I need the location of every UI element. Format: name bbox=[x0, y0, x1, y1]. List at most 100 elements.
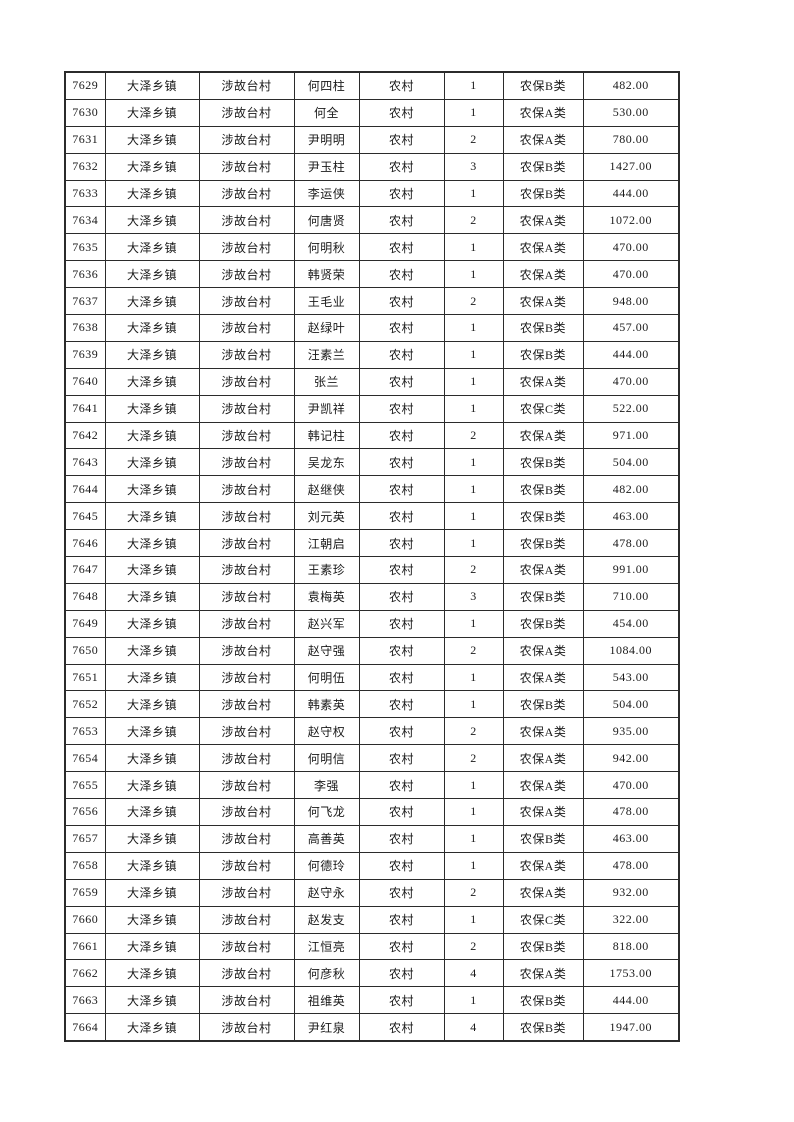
category-cell: 农保C类 bbox=[502, 905, 584, 934]
village-cell: 涉故台村 bbox=[198, 287, 295, 316]
village-cell: 涉故台村 bbox=[198, 663, 295, 692]
name-cell: 何全 bbox=[293, 98, 360, 127]
residence-cell: 农村 bbox=[358, 502, 445, 531]
name-cell: 汪素兰 bbox=[293, 340, 360, 369]
serial-cell: 7650 bbox=[64, 636, 106, 665]
category-cell: 农保B类 bbox=[502, 448, 584, 477]
category-cell: 农保A类 bbox=[502, 206, 584, 235]
serial-cell: 7631 bbox=[64, 125, 106, 154]
table-row: 7636 大泽乡镇 涉故台村 韩贤荣 农村 1 农保A类 470.00 bbox=[64, 260, 680, 289]
name-cell: 何唐贤 bbox=[293, 206, 360, 235]
category-cell: 农保A类 bbox=[502, 744, 584, 773]
town-cell: 大泽乡镇 bbox=[104, 932, 200, 961]
residence-cell: 农村 bbox=[358, 986, 445, 1015]
amount-cell: 463.00 bbox=[582, 502, 680, 531]
table-row: 7643 大泽乡镇 涉故台村 吴龙东 农村 1 农保B类 504.00 bbox=[64, 448, 680, 477]
village-cell: 涉故台村 bbox=[198, 206, 295, 235]
village-cell: 涉故台村 bbox=[198, 71, 295, 100]
serial-cell: 7640 bbox=[64, 367, 106, 396]
residence-cell: 农村 bbox=[358, 475, 445, 504]
table-row: 7654 大泽乡镇 涉故台村 何明信 农村 2 农保A类 942.00 bbox=[64, 744, 680, 773]
town-cell: 大泽乡镇 bbox=[104, 851, 200, 880]
serial-cell: 7639 bbox=[64, 340, 106, 369]
amount-cell: 1084.00 bbox=[582, 636, 680, 665]
town-cell: 大泽乡镇 bbox=[104, 771, 200, 800]
category-cell: 农保B类 bbox=[502, 986, 584, 1015]
amount-cell: 478.00 bbox=[582, 529, 680, 558]
residence-cell: 农村 bbox=[358, 394, 445, 423]
count-cell: 1 bbox=[443, 771, 504, 800]
residence-cell: 农村 bbox=[358, 636, 445, 665]
amount-cell: 932.00 bbox=[582, 878, 680, 907]
village-cell: 涉故台村 bbox=[198, 932, 295, 961]
table-row: 7651 大泽乡镇 涉故台村 何明伍 农村 1 农保A类 543.00 bbox=[64, 663, 680, 692]
amount-cell: 991.00 bbox=[582, 556, 680, 584]
serial-cell: 7632 bbox=[64, 152, 106, 181]
amount-cell: 1753.00 bbox=[582, 959, 680, 988]
table-row: 7639 大泽乡镇 涉故台村 汪素兰 农村 1 农保B类 444.00 bbox=[64, 340, 680, 369]
table-row: 7653 大泽乡镇 涉故台村 赵守权 农村 2 农保A类 935.00 bbox=[64, 717, 680, 746]
residence-cell: 农村 bbox=[358, 314, 445, 342]
residence-cell: 农村 bbox=[358, 932, 445, 961]
table-row: 7637 大泽乡镇 涉故台村 王毛业 农村 2 农保A类 948.00 bbox=[64, 287, 680, 316]
name-cell: 韩记柱 bbox=[293, 421, 360, 450]
count-cell: 1 bbox=[443, 448, 504, 477]
amount-cell: 780.00 bbox=[582, 125, 680, 154]
town-cell: 大泽乡镇 bbox=[104, 421, 200, 450]
table-row: 7652 大泽乡镇 涉故台村 韩素英 农村 1 农保B类 504.00 bbox=[64, 690, 680, 719]
category-cell: 农保B类 bbox=[502, 502, 584, 531]
amount-cell: 470.00 bbox=[582, 367, 680, 396]
table-row: 7632 大泽乡镇 涉故台村 尹玉柱 农村 3 农保B类 1427.00 bbox=[64, 152, 680, 181]
residence-cell: 农村 bbox=[358, 771, 445, 800]
amount-cell: 463.00 bbox=[582, 824, 680, 853]
table-row: 7644 大泽乡镇 涉故台村 赵继侠 农村 1 农保B类 482.00 bbox=[64, 475, 680, 504]
serial-cell: 7644 bbox=[64, 475, 106, 504]
amount-cell: 504.00 bbox=[582, 690, 680, 719]
category-cell: 农保A类 bbox=[502, 421, 584, 450]
count-cell: 1 bbox=[443, 260, 504, 289]
table-row: 7630 大泽乡镇 涉故台村 何全 农村 1 农保A类 530.00 bbox=[64, 98, 680, 127]
amount-cell: 543.00 bbox=[582, 663, 680, 692]
amount-cell: 482.00 bbox=[582, 71, 680, 100]
name-cell: 赵绿叶 bbox=[293, 314, 360, 342]
name-cell: 何明信 bbox=[293, 744, 360, 773]
category-cell: 农保B类 bbox=[502, 1013, 584, 1042]
category-cell: 农保A类 bbox=[502, 636, 584, 665]
category-cell: 农保B类 bbox=[502, 152, 584, 181]
table-row: 7631 大泽乡镇 涉故台村 尹明明 农村 2 农保A类 780.00 bbox=[64, 125, 680, 154]
count-cell: 2 bbox=[443, 717, 504, 746]
name-cell: 祖维英 bbox=[293, 986, 360, 1015]
serial-cell: 7642 bbox=[64, 421, 106, 450]
serial-cell: 7648 bbox=[64, 582, 106, 611]
amount-cell: 935.00 bbox=[582, 717, 680, 746]
name-cell: 尹明明 bbox=[293, 125, 360, 154]
residence-cell: 农村 bbox=[358, 582, 445, 611]
payment-table: 7629 大泽乡镇 涉故台村 何四柱 农村 1 农保B类 482.00 7630 大泽乡镇 涉故台村… bbox=[64, 71, 680, 1043]
count-cell: 1 bbox=[443, 179, 504, 208]
serial-cell: 7635 bbox=[64, 233, 106, 262]
serial-cell: 7633 bbox=[64, 179, 106, 208]
village-cell: 涉故台村 bbox=[198, 1013, 295, 1042]
category-cell: 农保B类 bbox=[502, 582, 584, 611]
town-cell: 大泽乡镇 bbox=[104, 744, 200, 773]
residence-cell: 农村 bbox=[358, 367, 445, 396]
name-cell: 赵继侠 bbox=[293, 475, 360, 504]
table-row: 7649 大泽乡镇 涉故台村 赵兴军 农村 1 农保B类 454.00 bbox=[64, 609, 680, 638]
residence-cell: 农村 bbox=[358, 905, 445, 934]
count-cell: 1 bbox=[443, 71, 504, 100]
village-cell: 涉故台村 bbox=[198, 475, 295, 504]
table-row: 7660 大泽乡镇 涉故台村 赵发支 农村 1 农保C类 322.00 bbox=[64, 905, 680, 934]
category-cell: 农保A类 bbox=[502, 959, 584, 988]
name-cell: 赵守永 bbox=[293, 878, 360, 907]
name-cell: 何彦秋 bbox=[293, 959, 360, 988]
serial-cell: 7660 bbox=[64, 905, 106, 934]
category-cell: 农保B类 bbox=[502, 932, 584, 961]
amount-cell: 1072.00 bbox=[582, 206, 680, 235]
village-cell: 涉故台村 bbox=[198, 179, 295, 208]
residence-cell: 农村 bbox=[358, 690, 445, 719]
village-cell: 涉故台村 bbox=[198, 771, 295, 800]
village-cell: 涉故台村 bbox=[198, 125, 295, 154]
name-cell: 何明伍 bbox=[293, 663, 360, 692]
town-cell: 大泽乡镇 bbox=[104, 959, 200, 988]
town-cell: 大泽乡镇 bbox=[104, 878, 200, 907]
